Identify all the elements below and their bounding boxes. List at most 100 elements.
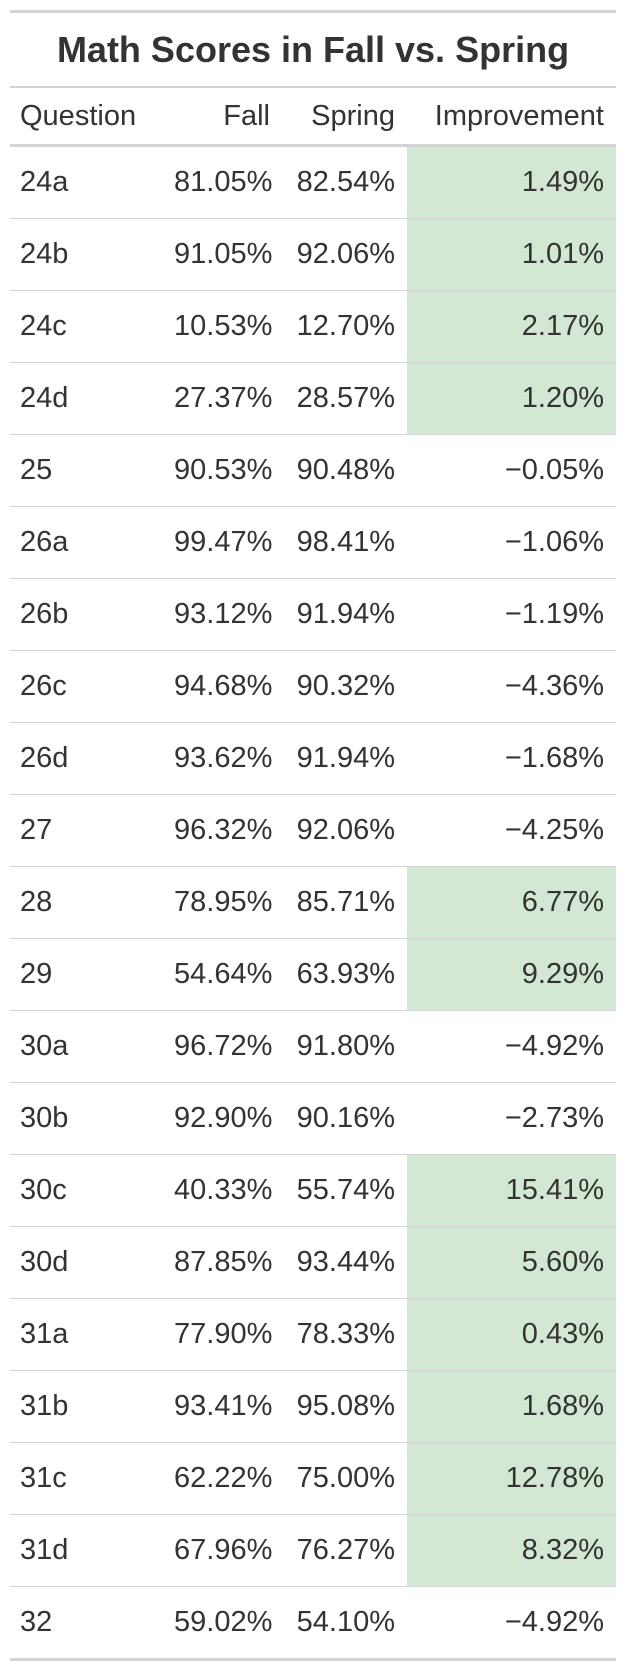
cell-spring: 98.41% [282, 506, 407, 579]
cell-spring: 91.94% [282, 722, 407, 795]
cell-fall: 77.90% [164, 1298, 282, 1371]
table-row: 32 59.02% 54.10% −4.92% [10, 1586, 616, 1661]
cell-spring: 91.80% [282, 1010, 407, 1083]
cell-fall: 10.53% [164, 290, 282, 363]
cell-question: 28 [10, 866, 164, 939]
cell-fall: 93.12% [164, 578, 282, 651]
cell-question: 26d [10, 722, 164, 795]
cell-question: 31c [10, 1442, 164, 1515]
table-row: 30d 87.85% 93.44% 5.60% [10, 1226, 616, 1299]
cell-improvement: 1.68% [407, 1370, 616, 1443]
cell-improvement: 6.77% [407, 866, 616, 939]
cell-question: 31b [10, 1370, 164, 1443]
cell-spring: 76.27% [282, 1514, 407, 1587]
cell-question: 30a [10, 1010, 164, 1083]
cell-fall: 93.41% [164, 1370, 282, 1443]
cell-fall: 40.33% [164, 1154, 282, 1227]
cell-spring: 54.10% [282, 1586, 407, 1661]
column-header-question: Question [10, 88, 164, 147]
table-row: 31d 67.96% 76.27% 8.32% [10, 1514, 616, 1587]
cell-improvement: 1.20% [407, 362, 616, 435]
table-row: 30c 40.33% 55.74% 15.41% [10, 1154, 616, 1227]
cell-spring: 78.33% [282, 1298, 407, 1371]
table-row: 25 90.53% 90.48% −0.05% [10, 434, 616, 507]
cell-fall: 67.96% [164, 1514, 282, 1587]
column-header-spring: Spring [282, 88, 407, 147]
cell-improvement: 2.17% [407, 290, 616, 363]
cell-question: 30b [10, 1082, 164, 1155]
cell-improvement: 8.32% [407, 1514, 616, 1587]
cell-fall: 91.05% [164, 218, 282, 291]
cell-fall: 90.53% [164, 434, 282, 507]
table-row: 24d 27.37% 28.57% 1.20% [10, 362, 616, 435]
cell-fall: 81.05% [164, 145, 282, 219]
cell-spring: 92.06% [282, 218, 407, 291]
table-row: 31b 93.41% 95.08% 1.68% [10, 1370, 616, 1443]
table-row: 24c 10.53% 12.70% 2.17% [10, 290, 616, 363]
cell-question: 32 [10, 1586, 164, 1661]
cell-fall: 96.32% [164, 794, 282, 867]
table-row: 30b 92.90% 90.16% −2.73% [10, 1082, 616, 1155]
cell-fall: 93.62% [164, 722, 282, 795]
cell-improvement: 12.78% [407, 1442, 616, 1515]
table-row: 31c 62.22% 75.00% 12.78% [10, 1442, 616, 1515]
cell-improvement: −2.73% [407, 1082, 616, 1155]
cell-question: 24b [10, 218, 164, 291]
cell-improvement: 15.41% [407, 1154, 616, 1227]
cell-fall: 27.37% [164, 362, 282, 435]
column-header-fall: Fall [164, 88, 282, 147]
table-row: 26b 93.12% 91.94% −1.19% [10, 578, 616, 651]
cell-spring: 90.48% [282, 434, 407, 507]
cell-question: 26c [10, 650, 164, 723]
cell-spring: 85.71% [282, 866, 407, 939]
cell-question: 25 [10, 434, 164, 507]
cell-improvement: −1.68% [407, 722, 616, 795]
cell-improvement: −4.92% [407, 1586, 616, 1661]
cell-improvement: 1.49% [407, 145, 616, 219]
cell-improvement: −1.19% [407, 578, 616, 651]
cell-improvement: 0.43% [407, 1298, 616, 1371]
table-row: 27 96.32% 92.06% −4.25% [10, 794, 616, 867]
cell-spring: 90.32% [282, 650, 407, 723]
cell-question: 26a [10, 506, 164, 579]
column-header-improvement: Improvement [407, 88, 616, 147]
cell-question: 30c [10, 1154, 164, 1227]
table-row: 28 78.95% 85.71% 6.77% [10, 866, 616, 939]
cell-question: 29 [10, 938, 164, 1011]
cell-fall: 96.72% [164, 1010, 282, 1083]
cell-question: 31d [10, 1514, 164, 1587]
table-title: Math Scores in Fall vs. Spring [10, 13, 616, 88]
cell-improvement: 1.01% [407, 218, 616, 291]
table-row: 24b 91.05% 92.06% 1.01% [10, 218, 616, 291]
cell-fall: 92.90% [164, 1082, 282, 1155]
cell-spring: 95.08% [282, 1370, 407, 1443]
cell-spring: 82.54% [282, 145, 407, 219]
scores-table-container: Math Scores in Fall vs. Spring Question … [10, 10, 616, 1661]
cell-fall: 87.85% [164, 1226, 282, 1299]
cell-improvement: −4.36% [407, 650, 616, 723]
cell-question: 30d [10, 1226, 164, 1299]
cell-spring: 28.57% [282, 362, 407, 435]
cell-fall: 99.47% [164, 506, 282, 579]
table-row: 30a 96.72% 91.80% −4.92% [10, 1010, 616, 1083]
cell-spring: 91.94% [282, 578, 407, 651]
cell-question: 24a [10, 145, 164, 219]
cell-fall: 62.22% [164, 1442, 282, 1515]
cell-spring: 93.44% [282, 1226, 407, 1299]
table-row: 24a 81.05% 82.54% 1.49% [10, 145, 616, 219]
cell-question: 26b [10, 578, 164, 651]
cell-question: 24c [10, 290, 164, 363]
cell-spring: 90.16% [282, 1082, 407, 1155]
cell-fall: 94.68% [164, 650, 282, 723]
scores-table: Question Fall Spring Improvement 24a 81.0… [10, 88, 616, 1661]
cell-spring: 12.70% [282, 290, 407, 363]
cell-spring: 75.00% [282, 1442, 407, 1515]
cell-improvement: −4.92% [407, 1010, 616, 1083]
cell-spring: 92.06% [282, 794, 407, 867]
table-row: 26a 99.47% 98.41% −1.06% [10, 506, 616, 579]
cell-spring: 63.93% [282, 938, 407, 1011]
cell-question: 31a [10, 1298, 164, 1371]
table-row: 26c 94.68% 90.32% −4.36% [10, 650, 616, 723]
cell-improvement: −4.25% [407, 794, 616, 867]
cell-fall: 59.02% [164, 1586, 282, 1661]
